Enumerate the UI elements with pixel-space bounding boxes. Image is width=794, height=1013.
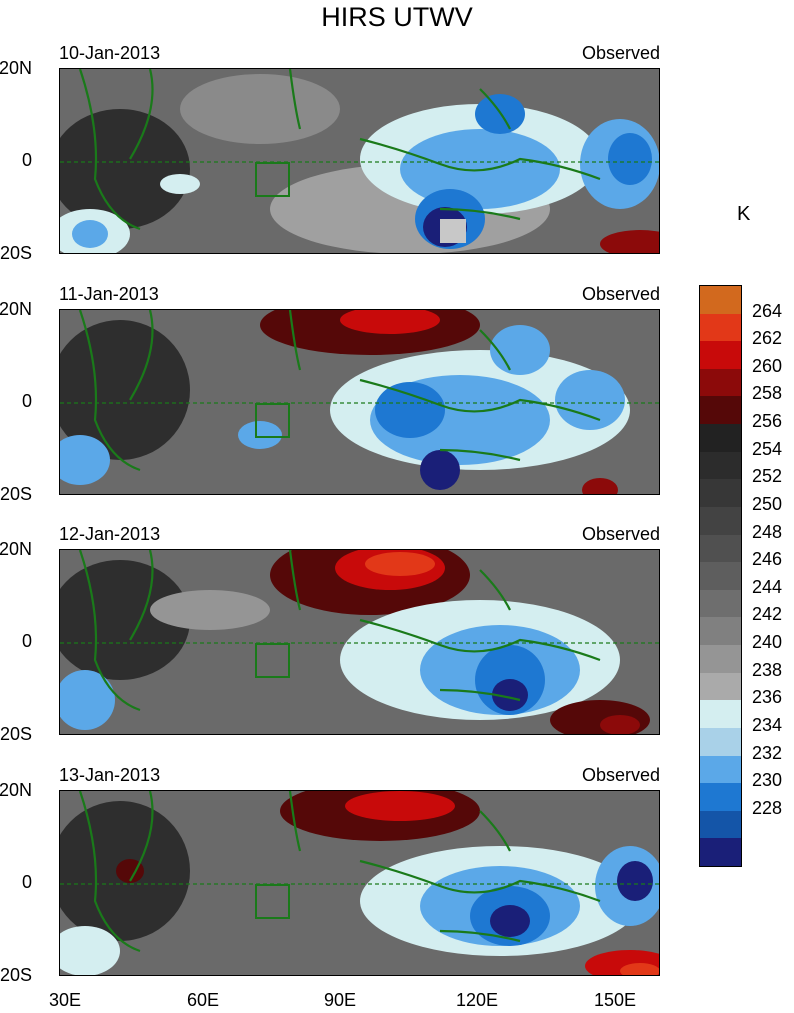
panel-tag: Observed (581, 284, 660, 304)
colorbar-level-label: 246 (752, 549, 783, 570)
utwv-map (59, 68, 660, 254)
colorbar-level-label: 228 (752, 797, 783, 818)
lat-label: 20N (0, 58, 32, 78)
colorbar-cell (700, 341, 741, 370)
panel-date: 13-Jan-2013 (59, 765, 161, 785)
colorbar-cell (700, 783, 741, 812)
panel-date: 10-Jan-2013 (59, 43, 161, 63)
colorbar-cell (700, 810, 741, 839)
colorbar-level-label: 240 (752, 632, 783, 653)
map-panel-1: 10-Jan-2013 Observed (59, 43, 660, 254)
panel-date: 11-Jan-2013 (59, 284, 159, 304)
colorbar-cell (700, 755, 741, 784)
colorbar-level-label: 244 (752, 576, 783, 597)
lat-label: 0 (21, 631, 32, 651)
colorbar-cell (700, 396, 741, 425)
colorbar-level-label: 250 (752, 493, 783, 514)
colorbar-cell (700, 424, 741, 453)
colorbar-cell (700, 838, 741, 867)
colorbar-level-label: 262 (752, 328, 783, 349)
colorbar-cell (700, 368, 741, 397)
lon-label: 30E (48, 990, 82, 1010)
colorbar-cell (700, 700, 741, 729)
colorbar-cell (700, 617, 741, 646)
colorbar-level-label: 260 (752, 355, 783, 376)
panel-tag: Observed (581, 765, 660, 785)
figure-title: HIRS UTWV (321, 2, 473, 32)
panel-date: 12-Jan-2013 (59, 524, 161, 544)
map-panel-2: 11-Jan-2013 Observed (59, 284, 660, 495)
colorbar-level-label: 242 (752, 604, 783, 625)
lat-label: 20S (0, 724, 32, 744)
colorbar-level-label: 238 (752, 659, 783, 680)
colorbar-level-label: 256 (752, 411, 783, 432)
lat-label: 20N (0, 780, 32, 800)
colorbar-cell (700, 645, 741, 674)
lon-label: 90E (323, 990, 357, 1010)
colorbar-cell (700, 506, 741, 536)
map-panel-3: 12-Jan-2013 Observed (59, 524, 660, 735)
lon-label: 150E (593, 990, 637, 1010)
lat-label: 0 (21, 872, 32, 892)
colorbar-cell (700, 562, 741, 591)
utwv-map (59, 790, 660, 976)
units-label: K (737, 203, 751, 225)
lat-label: 0 (21, 391, 32, 411)
colorbar-cell (700, 286, 741, 315)
lat-label: 20S (0, 484, 32, 504)
colorbar-cell (700, 479, 741, 508)
colorbar-level-label: 258 (752, 383, 783, 404)
colorbar-level-label: 230 (752, 770, 783, 791)
lon-label: 60E (186, 990, 220, 1010)
utwv-map (59, 309, 660, 495)
colorbar-level-label: 236 (752, 687, 783, 708)
lon-label: 120E (455, 990, 499, 1010)
utwv-map (59, 549, 660, 735)
colorbar-level-label: 254 (752, 438, 783, 459)
colorbar-cell (700, 589, 741, 618)
colorbar-cell (700, 727, 741, 756)
colorbar-level-label: 232 (752, 742, 783, 763)
colorbar-level-label: 234 (752, 714, 783, 735)
lat-label: 20N (0, 539, 32, 559)
lat-label: 0 (21, 150, 32, 170)
lat-label: 20N (0, 299, 32, 319)
colorbar-cell (700, 451, 741, 480)
colorbar (699, 285, 742, 867)
colorbar-level-label: 252 (752, 466, 783, 487)
colorbar-level-label: 248 (752, 521, 783, 542)
panel-tag: Observed (581, 43, 660, 63)
colorbar-cell (700, 313, 741, 342)
lat-label: 20S (0, 965, 32, 985)
colorbar-level-label: 264 (752, 300, 783, 321)
colorbar-cell (700, 534, 741, 563)
map-panel-4: 13-Jan-2013 Observed (59, 765, 660, 976)
colorbar-cell (700, 672, 741, 701)
lat-label: 20S (0, 243, 32, 263)
panel-tag: Observed (581, 524, 660, 544)
